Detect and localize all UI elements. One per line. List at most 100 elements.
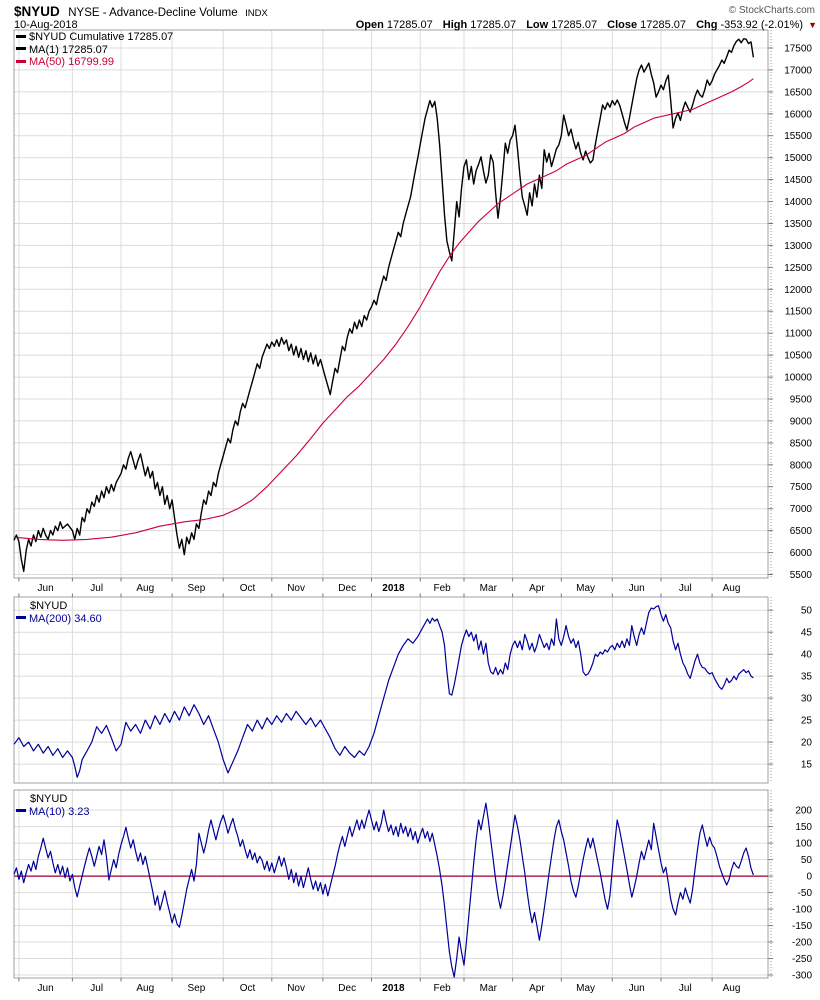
y-axis-tick-label: 17500 bbox=[784, 44, 812, 55]
x-axis-month-label: Jul bbox=[679, 583, 692, 594]
x-axis-month-label: Apr bbox=[529, 983, 545, 994]
y-axis-tick-label: 9000 bbox=[790, 416, 813, 427]
y-axis-tick-label: 35 bbox=[801, 672, 813, 683]
x-axis-month-label: Apr bbox=[529, 583, 545, 594]
chart-date: 10-Aug-2018 bbox=[14, 19, 78, 31]
ma200-panel-legend: $NYUD MA(200) 34.60 bbox=[16, 600, 102, 625]
main-chart-legend: $NYUD Cumulative 17285.07 MA(1) 17285.07… bbox=[16, 31, 173, 69]
y-axis-tick-label: 10000 bbox=[784, 373, 812, 384]
line-swatch-icon bbox=[16, 34, 26, 38]
y-axis-tick-label: 20 bbox=[801, 738, 813, 749]
x-axis-month-label: Jul bbox=[90, 583, 103, 594]
series-MA-50 bbox=[13, 78, 754, 541]
x-axis-month-label: Jun bbox=[38, 983, 54, 994]
x-axis-month-label: Dec bbox=[338, 583, 356, 594]
x-axis-month-label: May bbox=[576, 583, 595, 594]
legend-row-ma10: MA(10) 3.23 bbox=[16, 806, 90, 819]
y-axis-tick-label: -300 bbox=[792, 971, 812, 982]
y-axis-tick-label: 5500 bbox=[790, 570, 813, 581]
x-axis-month-label: Aug bbox=[136, 583, 154, 594]
ma200-panel: 15 20 25 30 35 40 45 50 bbox=[13, 596, 813, 784]
close-value: 17285.07 bbox=[640, 19, 687, 31]
y-axis-tick-label: 17000 bbox=[784, 65, 812, 76]
y-axis-tick-label: 13000 bbox=[784, 241, 812, 252]
x-axis-month-label: Jul bbox=[90, 983, 103, 994]
x-axis-month-label: Jun bbox=[629, 583, 645, 594]
legend-row-symbol: $NYUD bbox=[30, 793, 68, 805]
x-axis-month-label: Aug bbox=[136, 983, 154, 994]
y-axis-tick-label: 50 bbox=[801, 855, 813, 866]
legend-row-ma200: MA(200) 34.60 bbox=[16, 613, 102, 626]
series-MA-200 bbox=[13, 605, 754, 778]
x-axis-month-label: Nov bbox=[287, 983, 305, 994]
x-axis-month-label: 2018 bbox=[382, 983, 405, 994]
y-axis-tick-label: -250 bbox=[792, 954, 812, 965]
legend-row-ma1: MA(1) 17285.07 bbox=[16, 44, 173, 57]
y-axis-tick-label: 14000 bbox=[784, 197, 812, 208]
y-axis-tick-label: -100 bbox=[792, 905, 812, 916]
y-axis-tick-label: 6000 bbox=[790, 548, 813, 559]
y-axis-tick-label: 25 bbox=[801, 716, 813, 727]
y-axis-tick-label: 15000 bbox=[784, 153, 812, 164]
close-label: Close bbox=[607, 19, 638, 31]
x-axis-month-label: Jun bbox=[38, 583, 54, 594]
y-axis-tick-label: 100 bbox=[795, 839, 812, 850]
y-axis-tick-label: 9500 bbox=[790, 395, 813, 406]
x-axis-month-label: May bbox=[576, 983, 595, 994]
y-axis-tick-label: -200 bbox=[792, 938, 812, 949]
low-value: 17285.07 bbox=[551, 19, 598, 31]
y-axis-tick-label: 200 bbox=[795, 806, 812, 817]
symbol-label: $NYUD bbox=[14, 4, 60, 19]
change-dropdown-arrow-icon[interactable]: ▼ bbox=[808, 20, 817, 30]
y-axis-tick-label: 30 bbox=[801, 694, 813, 705]
x-axis-month-label: Mar bbox=[480, 983, 498, 994]
x-axis-month-label: Jun bbox=[629, 983, 645, 994]
y-axis-tick-label: 40 bbox=[801, 650, 813, 661]
ma10-panel-legend: $NYUD MA(10) 3.23 bbox=[16, 793, 90, 818]
chg-value: -353.92 (-2.01%) bbox=[720, 19, 804, 31]
y-axis-tick-label: 50 bbox=[801, 606, 813, 617]
legend-row-cumulative: $NYUD Cumulative 17285.07 bbox=[16, 31, 173, 44]
y-axis-tick-label: 6500 bbox=[790, 526, 813, 537]
series-NYUD-Cumulative bbox=[13, 38, 755, 573]
y-axis-tick-label: 11000 bbox=[785, 329, 813, 340]
x-axis-month-label: Oct bbox=[240, 983, 256, 994]
x-axis-month-label: Dec bbox=[338, 983, 356, 994]
y-axis-tick-label: 11500 bbox=[785, 307, 813, 318]
chart-header: $NYUD NYSE - Advance-Decline Volume INDX bbox=[14, 3, 268, 21]
y-axis-tick-label: -150 bbox=[792, 921, 812, 932]
series-MA-10 bbox=[13, 802, 754, 978]
y-axis-tick-label: 16500 bbox=[784, 87, 812, 98]
y-axis-tick-label: 7000 bbox=[790, 504, 813, 515]
x-axis-month-label: Feb bbox=[433, 583, 451, 594]
exchange-name: NYSE - Advance-Decline Volume bbox=[68, 7, 238, 19]
x-axis-month-label: Jul bbox=[679, 983, 692, 994]
y-axis-tick-label: 0 bbox=[806, 872, 812, 883]
line-swatch-icon bbox=[16, 809, 26, 813]
y-axis-tick-label: 8000 bbox=[790, 460, 813, 471]
chg-label: Chg bbox=[696, 19, 718, 31]
x-axis-month-label: Aug bbox=[723, 583, 741, 594]
low-label: Low bbox=[526, 19, 549, 31]
open-value: 17285.07 bbox=[386, 19, 433, 31]
y-axis-tick-label: 12000 bbox=[784, 285, 812, 296]
high-label: High bbox=[442, 19, 468, 31]
line-swatch-icon bbox=[16, 59, 26, 63]
x-axis-month-label: Aug bbox=[723, 983, 741, 994]
y-axis-tick-label: 12500 bbox=[784, 263, 812, 274]
ma10-panel: -300 -250 -200 -150 -100 -50 0 50 100 150 200 bbox=[13, 789, 813, 982]
cumulative-panel: 5500 6000 6500 7000 7500 8000 8500 9000 9500 1000… bbox=[13, 29, 813, 581]
x-axis-month-label: 2018 bbox=[382, 583, 405, 594]
y-axis-tick-label: 8500 bbox=[790, 438, 813, 449]
y-axis-tick-label: -50 bbox=[798, 888, 813, 899]
y-axis-tick-label: 15500 bbox=[784, 131, 812, 142]
x-axis-month-label: Sep bbox=[188, 983, 206, 994]
legend-row-ma50: MA(50) 16799.99 bbox=[16, 56, 173, 69]
y-axis-tick-label: 45 bbox=[801, 628, 813, 639]
y-axis-tick-label: 10500 bbox=[784, 351, 812, 362]
y-axis-tick-label: 150 bbox=[795, 822, 812, 833]
x-axis-month-label: Nov bbox=[287, 583, 305, 594]
legend-row-symbol: $NYUD bbox=[30, 600, 68, 612]
